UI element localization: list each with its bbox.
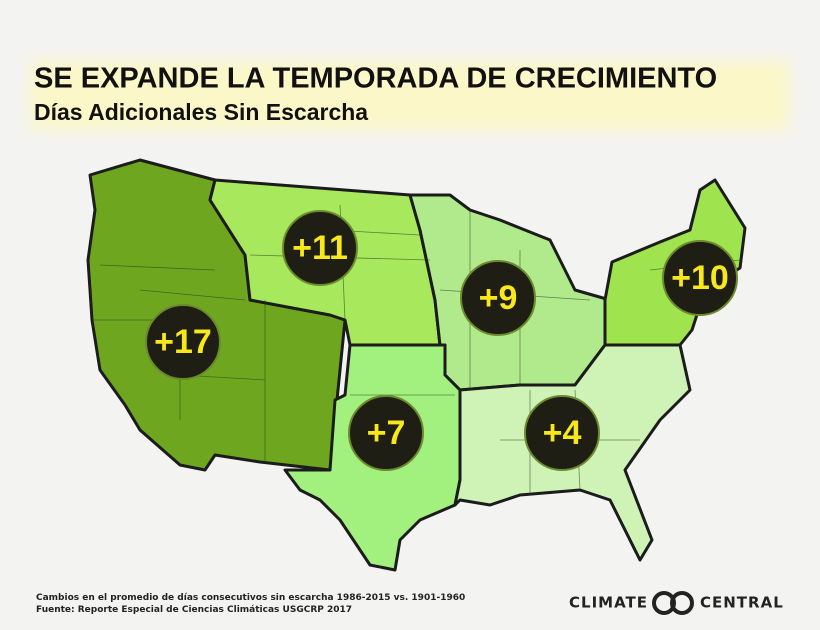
badge: +7 <box>348 395 424 471</box>
badge-label: +7 <box>367 414 406 452</box>
logo-right: CENTRAL <box>700 594 784 612</box>
badge-label: +11 <box>292 229 348 267</box>
badge-circle <box>460 260 536 336</box>
title: SE EXPANDE LA TEMPORADA DE CRECIMIENTO <box>34 63 717 95</box>
subtitle: Días Adicionales Sin Escarcha <box>34 99 368 125</box>
badge-circle <box>282 210 358 286</box>
badge-circle <box>524 395 600 471</box>
badge-circle <box>348 395 424 471</box>
badge: +17 <box>145 304 221 380</box>
badge-label: +17 <box>154 323 212 361</box>
badge-label: +4 <box>543 414 582 452</box>
badge: +9 <box>460 260 536 336</box>
logo: CLIMATE CENTRAL <box>569 591 784 615</box>
badge: +10 <box>662 240 738 316</box>
badge-label: +10 <box>671 259 729 297</box>
footer-note: Cambios en el promedio de días consecuti… <box>36 593 465 603</box>
logo-left: CLIMATE <box>569 594 648 612</box>
logo-ring <box>670 591 694 615</box>
badge-circle <box>662 240 738 316</box>
title-glow <box>30 60 790 130</box>
footer-source: Fuente: Reporte Especial de Ciencias Cli… <box>36 605 352 615</box>
badge: +11 <box>282 210 358 286</box>
badge-circle <box>145 304 221 380</box>
badge-label: +9 <box>479 279 518 317</box>
badge: +4 <box>524 395 600 471</box>
